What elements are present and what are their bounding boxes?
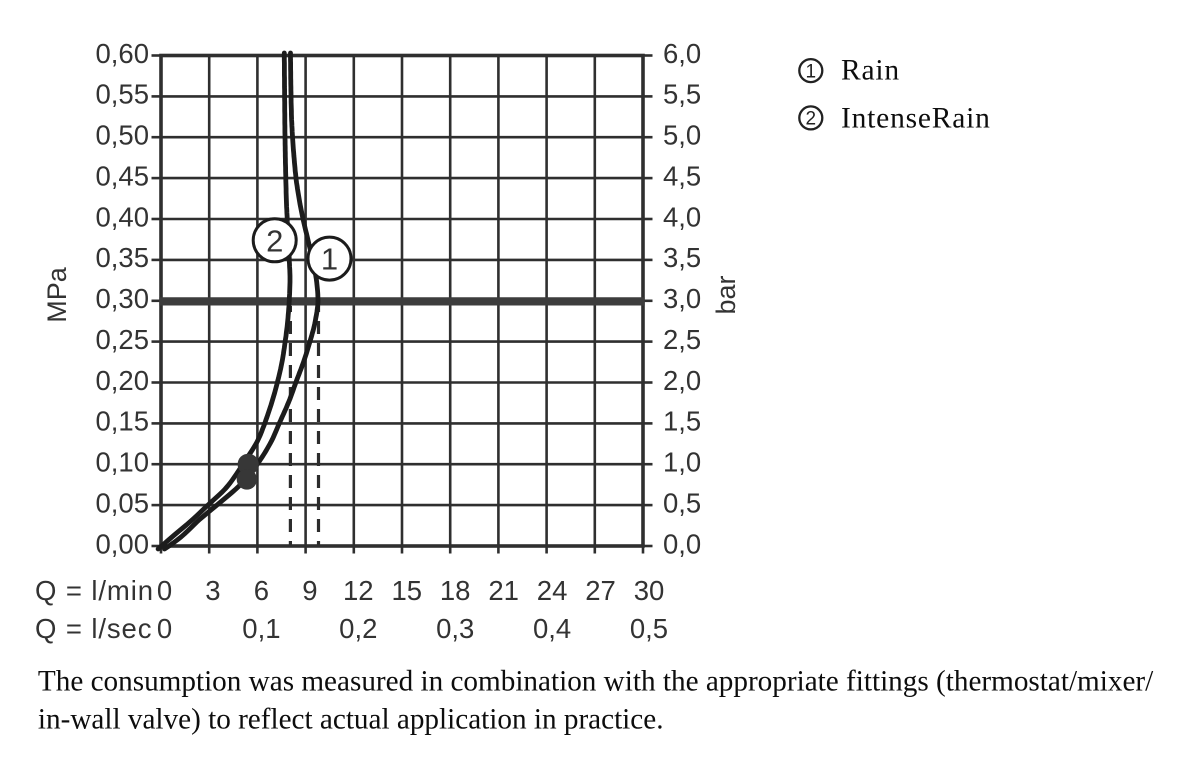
svg-text:0: 0 [157, 613, 172, 644]
svg-text:in-wall valve) to reflect actu: in-wall valve) to reflect actual applica… [38, 703, 664, 735]
svg-text:1,5: 1,5 [663, 406, 701, 437]
svg-text:12: 12 [343, 575, 374, 606]
svg-text:0,5: 0,5 [663, 487, 701, 518]
svg-text:0,00: 0,00 [95, 528, 149, 559]
svg-text:bar: bar [711, 275, 741, 314]
svg-text:MPa: MPa [42, 266, 72, 323]
svg-text:IntenseRain: IntenseRain [841, 103, 991, 135]
svg-text:27: 27 [585, 575, 616, 606]
svg-text:0,10: 0,10 [95, 447, 149, 478]
svg-text:0,5: 0,5 [630, 613, 668, 644]
svg-text:0,30: 0,30 [95, 283, 149, 314]
svg-text:4,0: 4,0 [663, 201, 701, 232]
svg-text:0,40: 0,40 [95, 201, 149, 232]
svg-text:5,0: 5,0 [663, 120, 701, 151]
svg-text:6,0: 6,0 [663, 38, 701, 69]
svg-text:21: 21 [488, 575, 519, 606]
svg-text:Q = l/min: Q = l/min [35, 575, 154, 606]
svg-text:15: 15 [392, 575, 423, 606]
svg-text:0,05: 0,05 [95, 487, 149, 518]
svg-text:0,60: 0,60 [95, 38, 149, 69]
svg-text:Q = l/sec: Q = l/sec [35, 613, 152, 644]
svg-text:Rain: Rain [841, 55, 900, 87]
svg-text:18: 18 [440, 575, 471, 606]
svg-text:9: 9 [302, 575, 317, 606]
svg-text:0: 0 [157, 575, 172, 606]
svg-text:2: 2 [806, 109, 817, 130]
svg-text:0,55: 0,55 [95, 79, 149, 110]
svg-text:0,1: 0,1 [242, 613, 280, 644]
svg-text:1: 1 [321, 242, 338, 277]
svg-text:2: 2 [266, 223, 283, 258]
svg-text:0,0: 0,0 [663, 528, 701, 559]
svg-text:3,0: 3,0 [663, 283, 701, 314]
svg-text:0,35: 0,35 [95, 242, 149, 273]
svg-text:5,5: 5,5 [663, 79, 701, 110]
svg-text:0,4: 0,4 [533, 613, 571, 644]
svg-text:0,50: 0,50 [95, 120, 149, 151]
svg-text:0,15: 0,15 [95, 406, 149, 437]
svg-text:3,5: 3,5 [663, 242, 701, 273]
svg-text:0,3: 0,3 [436, 613, 474, 644]
svg-text:4,5: 4,5 [663, 160, 701, 191]
svg-text:3: 3 [205, 575, 220, 606]
svg-text:0,25: 0,25 [95, 324, 149, 355]
svg-text:1,0: 1,0 [663, 447, 701, 478]
svg-text:The consumption was measured i: The consumption was measured in combinat… [38, 665, 1154, 697]
svg-text:24: 24 [537, 575, 568, 606]
svg-text:0,20: 0,20 [95, 365, 149, 396]
svg-text:0,2: 0,2 [339, 613, 377, 644]
svg-text:2,5: 2,5 [663, 324, 701, 355]
svg-text:30: 30 [634, 575, 665, 606]
svg-text:0,45: 0,45 [95, 160, 149, 191]
svg-text:2,0: 2,0 [663, 365, 701, 396]
svg-text:1: 1 [806, 61, 817, 82]
svg-text:6: 6 [254, 575, 269, 606]
